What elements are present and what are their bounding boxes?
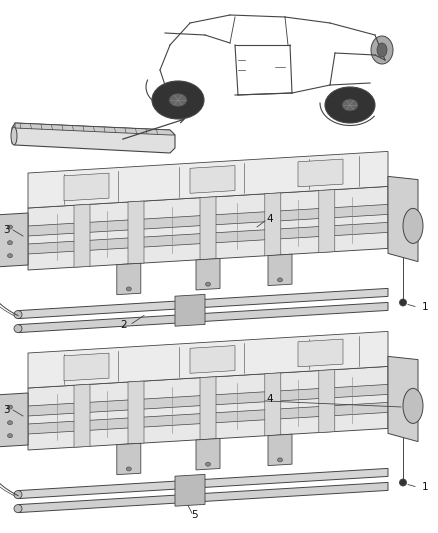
Polygon shape [388, 176, 418, 262]
Ellipse shape [14, 311, 22, 319]
Polygon shape [196, 259, 220, 290]
Ellipse shape [14, 325, 22, 333]
Polygon shape [175, 294, 205, 326]
Polygon shape [28, 402, 388, 434]
Polygon shape [18, 302, 388, 333]
Polygon shape [268, 434, 292, 466]
Polygon shape [28, 187, 388, 270]
Text: 2: 2 [121, 320, 127, 330]
Polygon shape [18, 469, 388, 498]
Polygon shape [175, 474, 205, 506]
Ellipse shape [14, 490, 22, 498]
Polygon shape [28, 151, 388, 208]
Ellipse shape [126, 287, 131, 291]
Polygon shape [74, 204, 90, 267]
Ellipse shape [152, 81, 204, 119]
Ellipse shape [371, 36, 393, 64]
Text: 4: 4 [267, 394, 273, 404]
Polygon shape [200, 377, 216, 440]
Polygon shape [268, 254, 292, 286]
Ellipse shape [399, 299, 406, 306]
Polygon shape [64, 353, 109, 381]
Polygon shape [200, 197, 216, 260]
Polygon shape [18, 288, 388, 319]
Text: 4: 4 [267, 214, 273, 224]
Polygon shape [0, 213, 28, 267]
Ellipse shape [403, 208, 423, 244]
Ellipse shape [205, 462, 211, 466]
Ellipse shape [7, 241, 13, 245]
Polygon shape [298, 159, 343, 187]
Text: 5: 5 [192, 510, 198, 520]
Polygon shape [128, 381, 144, 444]
Text: 3: 3 [3, 225, 9, 235]
Ellipse shape [7, 434, 13, 438]
Polygon shape [28, 384, 388, 416]
Ellipse shape [126, 467, 131, 471]
Text: 1: 1 [422, 482, 428, 492]
Polygon shape [298, 339, 343, 367]
Ellipse shape [278, 278, 283, 282]
Ellipse shape [7, 254, 13, 257]
Polygon shape [28, 204, 388, 236]
Polygon shape [28, 332, 388, 388]
Polygon shape [28, 366, 388, 450]
Polygon shape [0, 393, 28, 447]
Ellipse shape [278, 458, 283, 462]
Polygon shape [388, 357, 418, 442]
Ellipse shape [14, 505, 22, 513]
Ellipse shape [7, 405, 13, 409]
Polygon shape [265, 193, 281, 256]
Polygon shape [190, 166, 235, 193]
Text: 3: 3 [3, 405, 9, 415]
Polygon shape [64, 173, 109, 201]
Polygon shape [28, 222, 388, 254]
Polygon shape [319, 190, 335, 253]
Ellipse shape [377, 43, 387, 57]
Ellipse shape [342, 99, 358, 111]
Polygon shape [265, 373, 281, 436]
Ellipse shape [7, 421, 13, 425]
Ellipse shape [169, 93, 187, 107]
Ellipse shape [7, 225, 13, 229]
Polygon shape [190, 345, 235, 373]
Polygon shape [12, 123, 175, 153]
Ellipse shape [11, 127, 17, 145]
Polygon shape [15, 123, 175, 135]
Polygon shape [128, 201, 144, 264]
Ellipse shape [399, 479, 406, 486]
Polygon shape [319, 369, 335, 433]
Ellipse shape [325, 87, 375, 123]
Text: 1: 1 [422, 303, 428, 312]
Polygon shape [74, 384, 90, 447]
Polygon shape [117, 263, 141, 295]
Polygon shape [196, 439, 220, 470]
Polygon shape [117, 443, 141, 475]
Polygon shape [18, 482, 388, 513]
Ellipse shape [403, 389, 423, 423]
Ellipse shape [205, 282, 211, 286]
